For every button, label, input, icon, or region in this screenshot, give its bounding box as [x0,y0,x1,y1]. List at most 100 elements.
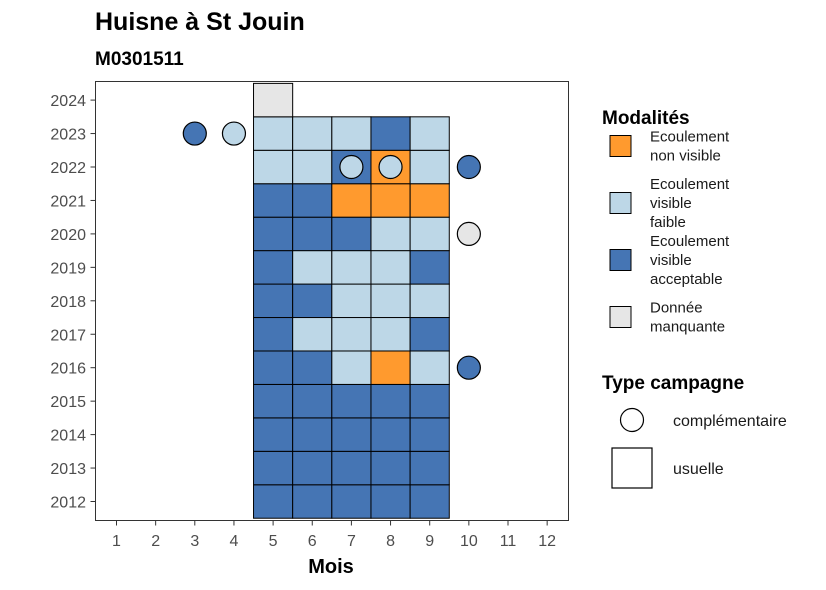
y-tick-label-2023: 2023 [50,127,86,144]
x-tick-label-9: 9 [425,533,434,550]
tile-2014-6 [292,417,333,452]
tile-2018-9 [409,283,450,319]
tile-2013-8 [370,450,411,486]
tile-2017-7 [331,317,372,352]
tile-2023-7 [331,116,372,151]
tile-2014-9 [409,417,450,452]
tile-2023-9 [409,116,450,151]
tile-2015-6 [292,383,333,419]
legend-campagne: complémentaire usuelle [611,407,787,489]
x-tick-label-5: 5 [269,533,278,550]
tile-2018-7 [331,283,372,319]
tile-2022-9 [409,149,450,185]
x-tick-label-8: 8 [386,533,395,550]
y-tick-label-2019: 2019 [50,260,86,277]
tile-2020-7 [331,216,372,252]
legend-label-manquante-0: Donnée [650,300,703,317]
y-tick-label-2015: 2015 [50,394,86,411]
tile-2020-9 [409,216,450,252]
plot-area [95,81,569,521]
y-tick-label-2020: 2020 [50,227,86,244]
x-tick-label-1: 1 [112,533,121,550]
legend-label-non_visible-0: Ecoulement [650,129,730,146]
tile-2015-8 [370,383,411,419]
tile-2016-5 [253,350,294,385]
tile-2017-8 [370,317,411,352]
legend-label-non_visible-1: non visible [650,148,721,165]
y-tick-label-2016: 2016 [50,361,86,378]
tile-2014-5 [253,417,294,452]
x-tick-label-7: 7 [347,533,356,550]
legend-label-faible-1: visible [650,195,692,212]
x-tick-label-6: 6 [308,533,317,550]
y-tick-label-2014: 2014 [50,428,86,445]
legend-key-manquante [609,306,632,328]
legend-title-campagne: Type campagne [602,373,744,394]
point-2022-8 [378,154,403,180]
x-axis-title: Mois [308,556,354,578]
points-layer [182,121,481,380]
tile-2012-8 [370,484,411,519]
legend-label-acceptable-2: acceptable [650,271,723,288]
tile-2017-5 [253,317,294,352]
tile-2022-5 [253,149,294,185]
tile-2015-5 [253,383,294,419]
tile-2019-9 [409,250,450,285]
tile-2012-9 [409,484,450,519]
y-axis: 2012 2013 2014 2015 2016 2017 2018 2019 2020 2021… [50,93,96,512]
x-tick-label-11: 11 [500,533,517,550]
chart-subtitle: M0301511 [95,49,184,70]
tile-2023-5 [253,116,294,151]
x-tick-label-2: 2 [151,533,160,550]
tile-2020-6 [292,216,333,252]
tile-2021-5 [253,183,294,218]
tile-2021-7 [331,183,372,218]
legend-label-faible-2: faible [650,214,686,231]
tile-2023-8 [370,116,411,151]
tile-2016-9 [409,350,450,385]
tile-2018-8 [370,283,411,319]
tile-2017-6 [292,317,333,352]
tile-2012-7 [331,484,372,519]
point-2022-10 [456,154,481,180]
legend-label-acceptable-0: Ecoulement [650,233,730,250]
y-tick-label-2021: 2021 [50,193,86,210]
legend: Modalités Ecoulement non visible Ecoulemen… [602,108,787,489]
tile-2013-9 [409,450,450,486]
x-tick-label-12: 12 [538,533,556,550]
tile-2022-6 [292,149,333,185]
tile-2021-9 [409,183,450,218]
legend-key-square [611,447,653,489]
tile-2012-5 [253,484,294,519]
tile-2021-6 [292,183,333,218]
tile-2019-8 [370,250,411,285]
tiles-layer [253,82,450,519]
chart-title: Huisne à St Jouin [95,8,305,36]
legend-key-faible [609,192,632,214]
y-tick-label-2022: 2022 [50,160,86,177]
tile-2012-6 [292,484,333,519]
tile-2013-7 [331,450,372,486]
tile-2023-6 [292,116,333,151]
y-tick-label-2017: 2017 [50,327,86,344]
x-tick-label-10: 10 [460,533,478,550]
legend-title-modalites: Modalités [602,108,690,129]
legend-label-square: usuelle [673,461,724,478]
tile-2013-5 [253,450,294,486]
y-tick-label-2024: 2024 [50,93,86,110]
tile-2019-5 [253,250,294,285]
legend-label-acceptable-1: visible [650,252,692,269]
point-2023-3 [182,121,207,146]
tile-2018-6 [292,283,333,319]
tile-2014-8 [370,417,411,452]
y-tick-label-2018: 2018 [50,294,86,311]
tile-2020-8 [370,216,411,252]
tile-2017-9 [409,317,450,352]
y-tick-label-2012: 2012 [50,495,86,512]
tile-2019-7 [331,250,372,285]
x-tick-label-3: 3 [190,533,199,550]
tile-2020-5 [253,216,294,252]
y-tick-label-2013: 2013 [50,461,86,478]
tile-2021-8 [370,183,411,218]
x-tick-label-4: 4 [229,533,238,550]
